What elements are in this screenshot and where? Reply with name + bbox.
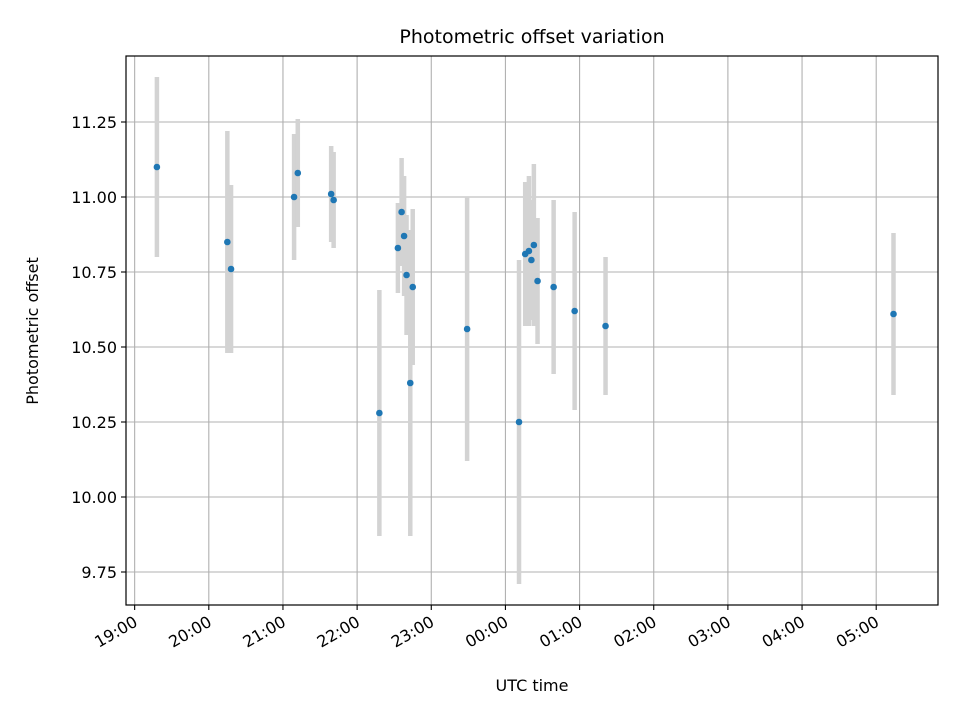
data-point — [602, 322, 609, 330]
y-axis-title: Photometric offset — [23, 257, 42, 405]
data-point — [400, 232, 408, 240]
data-point — [534, 277, 541, 285]
y-tick-label: 9.75 — [81, 563, 117, 582]
data-point — [571, 307, 578, 315]
plot-frame — [125, 55, 939, 606]
y-tick-label: 11.25 — [71, 113, 117, 132]
data-point — [394, 244, 402, 252]
data-point — [530, 241, 538, 249]
y-tick-label: 11.00 — [71, 188, 117, 207]
y-axis-ticks: 9.75 10.00 10.25 10.50 10.75 11.00 11.25 — [71, 113, 126, 582]
data-point — [403, 271, 410, 279]
y-tick-label: 10.25 — [71, 413, 117, 432]
data-point — [890, 310, 897, 318]
data-point — [290, 193, 298, 201]
data-point — [398, 208, 405, 216]
data-point — [515, 418, 523, 426]
data-point — [525, 247, 533, 255]
data-point — [227, 265, 235, 273]
data-point — [294, 169, 302, 177]
data-point — [528, 256, 535, 264]
data-point — [409, 283, 417, 291]
y-tick-label: 10.00 — [71, 488, 117, 507]
data-point — [376, 409, 383, 417]
data-point — [463, 325, 471, 333]
point-layer — [153, 163, 897, 426]
data-point — [327, 190, 335, 198]
y-tick-label: 10.50 — [71, 338, 117, 357]
data-point — [153, 163, 161, 171]
chart-title: Photometric offset variation — [399, 26, 664, 48]
data-point — [406, 379, 414, 387]
x-axis-title: UTC time — [496, 676, 569, 695]
data-point — [550, 283, 557, 291]
data-point — [330, 196, 337, 204]
data-point — [224, 238, 231, 246]
y-tick-label: 10.75 — [71, 263, 117, 282]
